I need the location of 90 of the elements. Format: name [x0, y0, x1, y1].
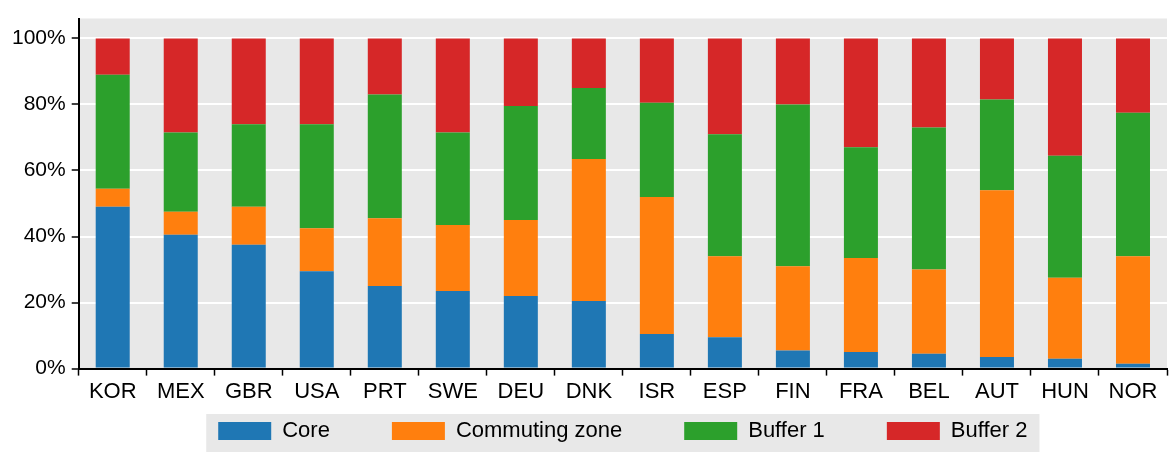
- legend-label: Buffer 2: [950, 417, 1028, 443]
- bar: [1115, 112, 1150, 257]
- bar: [639, 102, 674, 197]
- legend-label: Core: [282, 417, 330, 443]
- bar: [163, 234, 198, 368]
- bar: [707, 134, 742, 257]
- bar: [95, 188, 130, 207]
- bar: [367, 38, 402, 95]
- bar: [571, 87, 606, 159]
- x-tick-label: SWE: [427, 377, 478, 403]
- bar: [435, 132, 470, 225]
- x-tick-label: GBR: [224, 377, 273, 403]
- bar: [707, 256, 742, 338]
- bar: [1047, 38, 1082, 156]
- bar: [843, 257, 878, 353]
- x-tick-label: FRA: [838, 377, 884, 403]
- bar: [979, 357, 1014, 368]
- bar: [95, 74, 130, 189]
- y-tick-label: 0%: [35, 355, 66, 379]
- bar: [231, 124, 266, 207]
- x-tick-label: BEL: [908, 377, 950, 403]
- bar: [503, 106, 538, 221]
- bar: [911, 38, 946, 128]
- bar: [1047, 358, 1082, 368]
- bar: [979, 99, 1014, 191]
- bar: [911, 353, 946, 368]
- bar: [503, 38, 538, 107]
- bar: [911, 269, 946, 354]
- bar: [1115, 256, 1150, 364]
- x-tick-label: HUN: [1041, 377, 1089, 403]
- bar: [979, 38, 1014, 100]
- x-tick-label: MEX: [156, 377, 205, 403]
- bar: [571, 158, 606, 301]
- bar: [299, 228, 334, 272]
- bar: [775, 266, 810, 351]
- bar: [367, 218, 402, 287]
- x-tick-label: DEU: [497, 377, 545, 403]
- bar: [163, 132, 198, 212]
- bar: [911, 127, 946, 270]
- bar: [435, 224, 470, 292]
- legend-label: Buffer 1: [748, 417, 825, 443]
- bar: [95, 38, 130, 75]
- bar: [367, 94, 402, 219]
- y-tick-label: 60%: [23, 157, 66, 181]
- bar: [843, 38, 878, 148]
- x-tick-label: FIN: [775, 377, 811, 403]
- bar: [639, 196, 674, 334]
- bar: [571, 300, 606, 368]
- bar: [775, 350, 810, 368]
- bar: [707, 337, 742, 368]
- x-tick-label: NOR: [1108, 377, 1158, 403]
- y-tick-label: 80%: [23, 91, 66, 115]
- x-tick-label: DNK: [565, 377, 613, 403]
- bar: [367, 286, 402, 368]
- y-tick-label: 100%: [11, 25, 66, 49]
- bar: [231, 206, 266, 245]
- bar: [435, 38, 470, 133]
- bar: [231, 38, 266, 125]
- y-tick-label: 40%: [23, 223, 66, 247]
- x-tick-label: KOR: [88, 377, 137, 403]
- bar: [639, 333, 674, 368]
- bar: [571, 38, 606, 88]
- bar: [775, 104, 810, 267]
- bar: [843, 147, 878, 258]
- x-tick-label: USA: [294, 377, 340, 403]
- bar: [1115, 38, 1150, 113]
- y-tick-label: 20%: [23, 289, 66, 313]
- bar: [435, 291, 470, 368]
- bar: [1047, 155, 1082, 278]
- bar: [231, 244, 266, 368]
- bar: [639, 38, 674, 103]
- bar: [163, 211, 198, 235]
- legend-label: Commuting zone: [455, 417, 623, 443]
- bar: [775, 38, 810, 105]
- bar: [299, 38, 334, 125]
- x-tick-label: PRT: [362, 377, 407, 403]
- bar: [95, 206, 130, 368]
- bar: [707, 38, 742, 135]
- bar: [163, 38, 198, 133]
- bar: [503, 220, 538, 296]
- bar: [299, 124, 334, 229]
- x-tick-label: ESP: [702, 377, 747, 403]
- x-tick-label: AUT: [974, 377, 1019, 403]
- bar: [1047, 277, 1082, 359]
- bar: [299, 271, 334, 368]
- bar: [979, 190, 1014, 358]
- bar: [503, 295, 538, 368]
- bar: [1115, 363, 1150, 368]
- x-tick-label: ISR: [638, 377, 676, 403]
- bar: [843, 352, 878, 368]
